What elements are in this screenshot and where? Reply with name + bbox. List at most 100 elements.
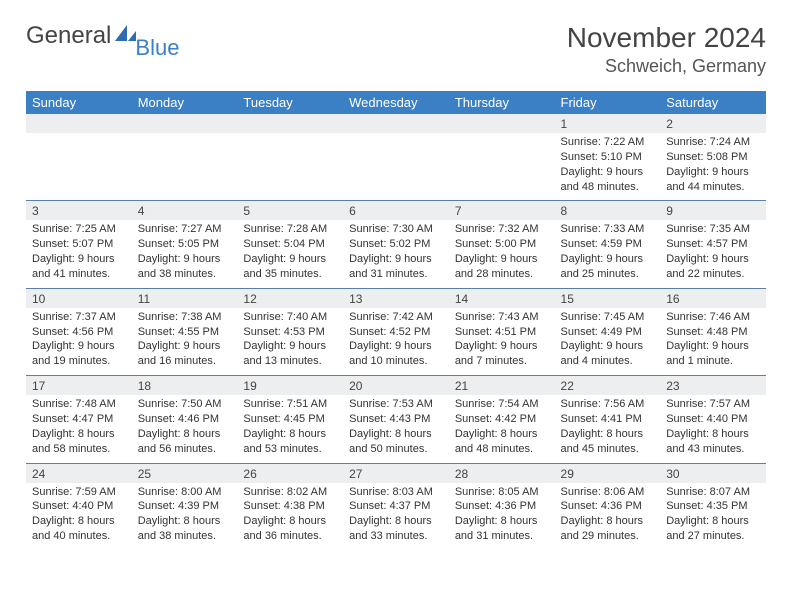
daylight-text-1: Daylight: 8 hours [455,427,549,442]
day-detail-cell: Sunrise: 8:02 AMSunset: 4:38 PMDaylight:… [237,483,343,550]
sunrise-text: Sunrise: 8:00 AM [138,485,232,500]
day-number-cell [449,114,555,133]
daylight-text-1: Daylight: 8 hours [561,427,655,442]
sunrise-text: Sunrise: 8:05 AM [455,485,549,500]
day-detail-cell: Sunrise: 7:48 AMSunset: 4:47 PMDaylight:… [26,395,132,463]
sunset-text: Sunset: 4:47 PM [32,412,126,427]
day-detail-cell: Sunrise: 7:22 AMSunset: 5:10 PMDaylight:… [555,133,661,201]
day-detail-cell: Sunrise: 7:32 AMSunset: 5:00 PMDaylight:… [449,220,555,288]
day-detail-cell: Sunrise: 7:59 AMSunset: 4:40 PMDaylight:… [26,483,132,550]
sunrise-text: Sunrise: 7:27 AM [138,222,232,237]
daylight-text-1: Daylight: 9 hours [561,165,655,180]
day-detail-cell: Sunrise: 7:57 AMSunset: 4:40 PMDaylight:… [660,395,766,463]
day-number-cell: 23 [660,376,766,396]
daylight-text-1: Daylight: 9 hours [666,165,760,180]
sunset-text: Sunset: 4:49 PM [561,325,655,340]
day-number-cell: 12 [237,288,343,308]
day-number-cell: 20 [343,376,449,396]
daylight-text-1: Daylight: 8 hours [666,427,760,442]
sunset-text: Sunset: 4:41 PM [561,412,655,427]
daylight-text-2: and 27 minutes. [666,529,760,544]
day-detail-cell: Sunrise: 7:37 AMSunset: 4:56 PMDaylight:… [26,308,132,376]
day-number-cell [237,114,343,133]
day-number-cell: 30 [660,463,766,483]
sunrise-text: Sunrise: 7:46 AM [666,310,760,325]
day-number-cell: 17 [26,376,132,396]
sunset-text: Sunset: 4:48 PM [666,325,760,340]
sunrise-text: Sunrise: 7:54 AM [455,397,549,412]
sunset-text: Sunset: 4:40 PM [666,412,760,427]
day-detail-cell: Sunrise: 7:27 AMSunset: 5:05 PMDaylight:… [132,220,238,288]
title-location: Schweich, Germany [567,56,766,77]
day-number-cell: 11 [132,288,238,308]
day-detail-cell: Sunrise: 8:00 AMSunset: 4:39 PMDaylight:… [132,483,238,550]
sunrise-text: Sunrise: 7:40 AM [243,310,337,325]
daylight-text-2: and 56 minutes. [138,442,232,457]
sunset-text: Sunset: 5:05 PM [138,237,232,252]
daylight-text-1: Daylight: 9 hours [32,252,126,267]
day-header: Thursday [449,91,555,114]
day-detail-cell: Sunrise: 7:35 AMSunset: 4:57 PMDaylight:… [660,220,766,288]
sunset-text: Sunset: 5:07 PM [32,237,126,252]
daylight-text-1: Daylight: 9 hours [349,339,443,354]
day-number-cell: 1 [555,114,661,133]
day-detail-cell: Sunrise: 7:54 AMSunset: 4:42 PMDaylight:… [449,395,555,463]
sunset-text: Sunset: 4:42 PM [455,412,549,427]
sunset-text: Sunset: 4:59 PM [561,237,655,252]
day-number-cell: 27 [343,463,449,483]
day-detail-cell: Sunrise: 7:24 AMSunset: 5:08 PMDaylight:… [660,133,766,201]
day-header: Sunday [26,91,132,114]
sunrise-text: Sunrise: 7:38 AM [138,310,232,325]
day-number-cell: 8 [555,201,661,221]
day-number-cell: 2 [660,114,766,133]
daylight-text-1: Daylight: 9 hours [455,339,549,354]
day-detail-cell [343,133,449,201]
sunset-text: Sunset: 4:57 PM [666,237,760,252]
day-detail-cell: Sunrise: 8:07 AMSunset: 4:35 PMDaylight:… [660,483,766,550]
daylight-text-2: and 28 minutes. [455,267,549,282]
daylight-text-2: and 38 minutes. [138,267,232,282]
daylight-text-1: Daylight: 9 hours [666,252,760,267]
title-month: November 2024 [567,22,766,54]
calendar-body: 12Sunrise: 7:22 AMSunset: 5:10 PMDayligh… [26,114,766,550]
sunset-text: Sunset: 4:37 PM [349,499,443,514]
sunrise-text: Sunrise: 7:22 AM [561,135,655,150]
daylight-text-1: Daylight: 8 hours [666,514,760,529]
daylight-text-2: and 45 minutes. [561,442,655,457]
daylight-text-2: and 31 minutes. [455,529,549,544]
sunset-text: Sunset: 5:10 PM [561,150,655,165]
day-number-cell: 15 [555,288,661,308]
daylight-text-2: and 1 minute. [666,354,760,369]
sunset-text: Sunset: 4:52 PM [349,325,443,340]
sunset-text: Sunset: 4:36 PM [455,499,549,514]
day-number-cell: 29 [555,463,661,483]
day-number-cell: 9 [660,201,766,221]
sunset-text: Sunset: 5:00 PM [455,237,549,252]
day-detail-cell: Sunrise: 7:42 AMSunset: 4:52 PMDaylight:… [343,308,449,376]
day-header: Wednesday [343,91,449,114]
day-detail-cell: Sunrise: 7:25 AMSunset: 5:07 PMDaylight:… [26,220,132,288]
sunrise-text: Sunrise: 7:33 AM [561,222,655,237]
day-header: Friday [555,91,661,114]
sunset-text: Sunset: 4:56 PM [32,325,126,340]
sunrise-text: Sunrise: 7:25 AM [32,222,126,237]
daylight-text-1: Daylight: 8 hours [349,514,443,529]
sunset-text: Sunset: 5:08 PM [666,150,760,165]
daylight-text-1: Daylight: 9 hours [349,252,443,267]
day-number-cell: 3 [26,201,132,221]
daylight-text-1: Daylight: 9 hours [455,252,549,267]
sunrise-text: Sunrise: 7:51 AM [243,397,337,412]
day-detail-cell [237,133,343,201]
day-number-cell: 22 [555,376,661,396]
daylight-text-1: Daylight: 9 hours [561,339,655,354]
daylight-text-1: Daylight: 9 hours [243,339,337,354]
sunset-text: Sunset: 4:53 PM [243,325,337,340]
week-daynum-row: 10111213141516 [26,288,766,308]
day-number-cell: 24 [26,463,132,483]
day-number-cell: 28 [449,463,555,483]
daylight-text-1: Daylight: 9 hours [32,339,126,354]
daylight-text-2: and 4 minutes. [561,354,655,369]
daylight-text-2: and 25 minutes. [561,267,655,282]
week-daynum-row: 24252627282930 [26,463,766,483]
sunset-text: Sunset: 4:46 PM [138,412,232,427]
